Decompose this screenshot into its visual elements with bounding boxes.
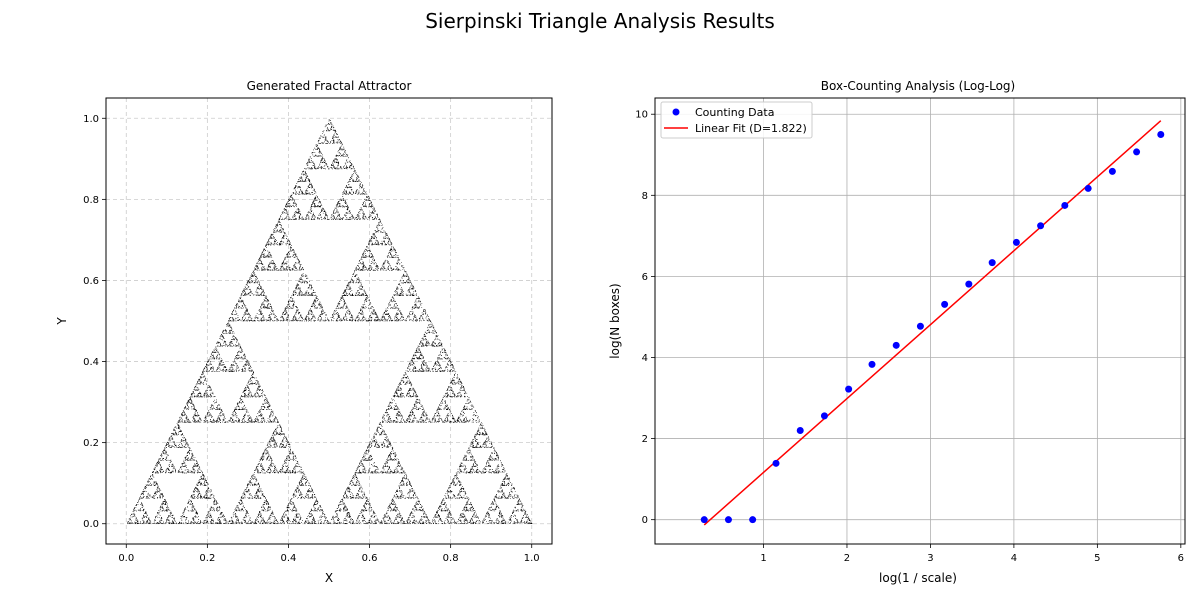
figure-title: Sierpinski Triangle Analysis Results: [425, 9, 775, 33]
counting-data-point: [1061, 201, 1069, 209]
counting-data-point: [796, 426, 804, 434]
box-counting-chart: Box-Counting Analysis (Log-Log) 1 2 3 4 5 6 0…: [608, 79, 1186, 585]
fractal-y-axis-ticks: 0.0 0.2 0.4 0.6 0.8 1.0: [83, 114, 106, 530]
counting-data-point: [1157, 130, 1165, 138]
fractal-point-cloud: [127, 119, 533, 525]
counting-data-point: [1108, 167, 1116, 175]
fractal-y-tick-label: 0.0: [83, 519, 99, 530]
counting-data-point: [941, 300, 949, 308]
box-counting-y-axis-label: log(N boxes): [608, 283, 622, 358]
box-counting-y-tick-label: 8: [642, 191, 648, 202]
box-counting-y-tick-label: 6: [642, 272, 648, 283]
counting-data-point: [772, 459, 780, 467]
box-counting-series: [700, 120, 1165, 526]
legend-label-counting-data: Counting Data: [695, 106, 774, 119]
box-counting-x-axis-label: log(1 / scale): [879, 571, 957, 585]
fractal-x-tick-label: 0.6: [362, 553, 378, 564]
legend-label-linear-fit: Linear Fit (D=1.822): [695, 122, 807, 135]
legend-box: [660, 101, 813, 139]
box-counting-plot-frame: [654, 97, 1186, 545]
fractal-x-tick-label: 1.0: [524, 553, 540, 564]
box-counting-x-tick-label: 1: [760, 553, 766, 564]
fractal-chart: Generated Fractal Attractor 0.0 0.2 0.4 0.6…: [55, 79, 553, 585]
fractal-y-tick-label: 1.0: [83, 114, 99, 125]
fractal-x-axis-label: X: [325, 571, 333, 585]
fractal-y-tick-label: 0.2: [83, 438, 99, 449]
box-counting-y-tick-label: 0: [642, 515, 648, 526]
counting-data-point: [820, 412, 828, 420]
box-counting-x-axis-ticks: 1 2 3 4 5 6: [760, 544, 1184, 564]
counting-data-point: [1037, 222, 1045, 230]
counting-data-point: [749, 516, 757, 524]
fractal-x-tick-label: 0.4: [281, 553, 297, 564]
box-counting-x-tick-label: 2: [844, 553, 850, 564]
counting-data-point: [1012, 238, 1020, 246]
counting-data-point: [892, 341, 900, 349]
counting-data-point: [988, 259, 996, 267]
counting-data-point: [700, 516, 708, 524]
fractal-y-tick-label: 0.4: [83, 357, 99, 368]
counting-data-point: [916, 322, 924, 330]
fractal-plot-frame: [105, 97, 553, 545]
fractal-x-tick-label: 0.0: [118, 553, 134, 564]
fractal-y-axis-label: Y: [55, 317, 69, 326]
box-counting-y-tick-label: 2: [642, 434, 648, 445]
box-counting-x-tick-label: 3: [927, 553, 933, 564]
box-counting-chart-title: Box-Counting Analysis (Log-Log): [821, 79, 1015, 93]
counting-data-point: [868, 360, 876, 368]
fractal-x-tick-label: 0.2: [199, 553, 215, 564]
legend: Counting Data Linear Fit (D=1.822): [660, 101, 813, 139]
box-counting-x-tick-label: 4: [1011, 553, 1017, 564]
box-counting-y-axis-ticks: 0 2 4 6 8 10: [635, 110, 655, 526]
counting-data-point: [845, 385, 853, 393]
box-counting-x-tick-label: 6: [1178, 553, 1184, 564]
counting-data-point: [724, 516, 732, 524]
fractal-y-tick-label: 0.6: [83, 276, 99, 287]
fractal-x-tick-label: 0.8: [443, 553, 459, 564]
box-counting-gridlines: [655, 98, 1185, 544]
fractal-chart-title: Generated Fractal Attractor: [247, 79, 412, 93]
fractal-points: [127, 119, 533, 525]
fractal-y-tick-label: 0.8: [83, 195, 99, 206]
counting-data-point: [1084, 184, 1092, 192]
legend-marker-counting-data: [672, 108, 680, 116]
box-counting-y-tick-label: 10: [635, 110, 648, 121]
counting-data-point: [1133, 148, 1141, 156]
fractal-x-axis-ticks: 0.0 0.2 0.4 0.6 0.8 1.0: [118, 544, 540, 564]
box-counting-x-tick-label: 5: [1094, 553, 1100, 564]
counting-data-point: [965, 280, 973, 288]
box-counting-y-tick-label: 4: [642, 353, 648, 364]
